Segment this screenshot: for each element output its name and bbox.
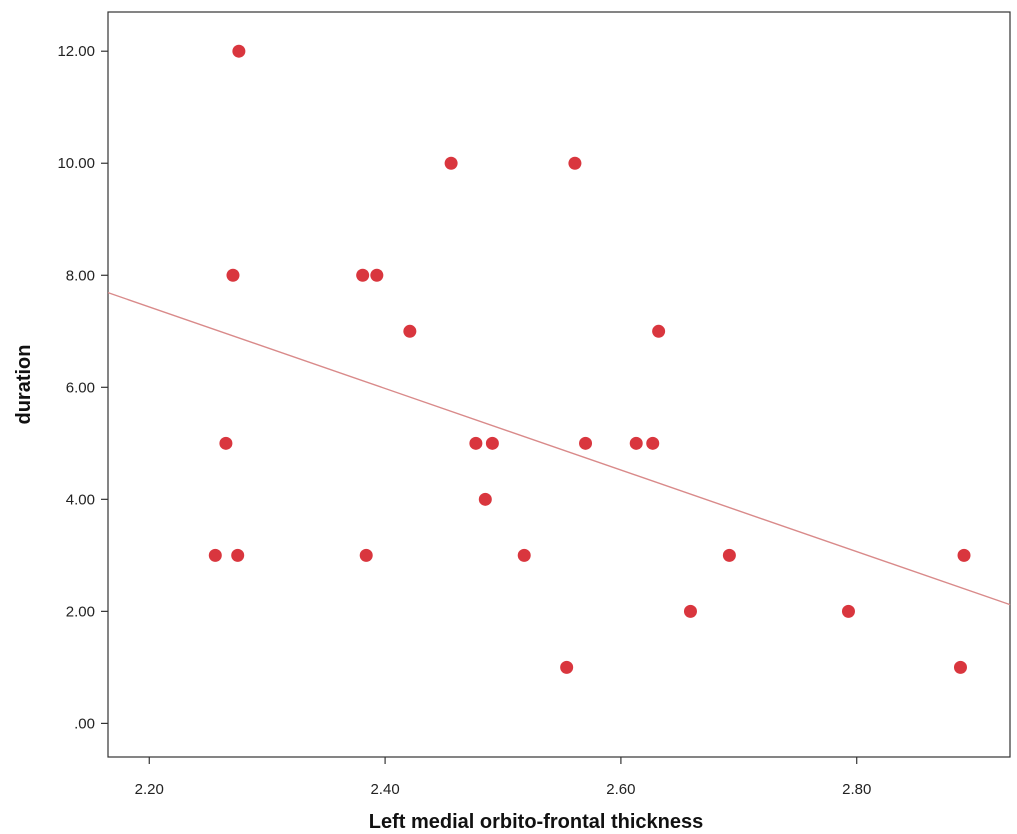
data-points — [208, 44, 971, 674]
data-point — [469, 436, 483, 450]
y-tick-label: 12.00 — [57, 43, 95, 60]
data-point — [403, 324, 417, 338]
y-tick-label: 4.00 — [66, 491, 95, 508]
data-point — [356, 268, 370, 282]
fit-line — [107, 291, 1011, 606]
data-point — [722, 548, 736, 562]
data-point — [517, 548, 531, 562]
data-point — [560, 660, 574, 674]
data-point — [683, 604, 697, 618]
data-point — [629, 436, 643, 450]
data-point — [953, 660, 967, 674]
data-point — [226, 268, 240, 282]
y-tick-label: 6.00 — [66, 379, 95, 396]
data-point — [444, 156, 458, 170]
y-tick-label: .00 — [74, 715, 95, 732]
y-tick-label: 2.00 — [66, 603, 95, 620]
x-tick-label: 2.40 — [370, 781, 399, 798]
axes: .00 2.00 4.00 6.00 8.00 10.00 12.00 2.20 2.40 2.6… — [57, 43, 871, 798]
x-tick-label: 2.80 — [842, 781, 871, 798]
plot-area — [107, 11, 1011, 758]
data-point — [579, 436, 593, 450]
data-point — [646, 436, 660, 450]
x-axis-title: Left medial orbito-frontal thickness — [369, 811, 703, 833]
x-tick-label: 2.60 — [606, 781, 635, 798]
x-tick-label: 2.20 — [135, 781, 164, 798]
y-tick-label: 8.00 — [66, 267, 95, 284]
data-point — [208, 548, 222, 562]
data-point — [370, 268, 384, 282]
data-point — [478, 492, 492, 506]
data-point — [485, 436, 499, 450]
data-point — [568, 156, 582, 170]
y-axis-title: duration — [13, 345, 35, 425]
data-point — [231, 548, 245, 562]
data-point — [232, 44, 246, 58]
data-point — [841, 604, 855, 618]
data-point — [359, 548, 373, 562]
y-tick-label: 10.00 — [57, 155, 95, 172]
data-point — [957, 548, 971, 562]
data-point — [219, 436, 233, 450]
data-point — [652, 324, 666, 338]
